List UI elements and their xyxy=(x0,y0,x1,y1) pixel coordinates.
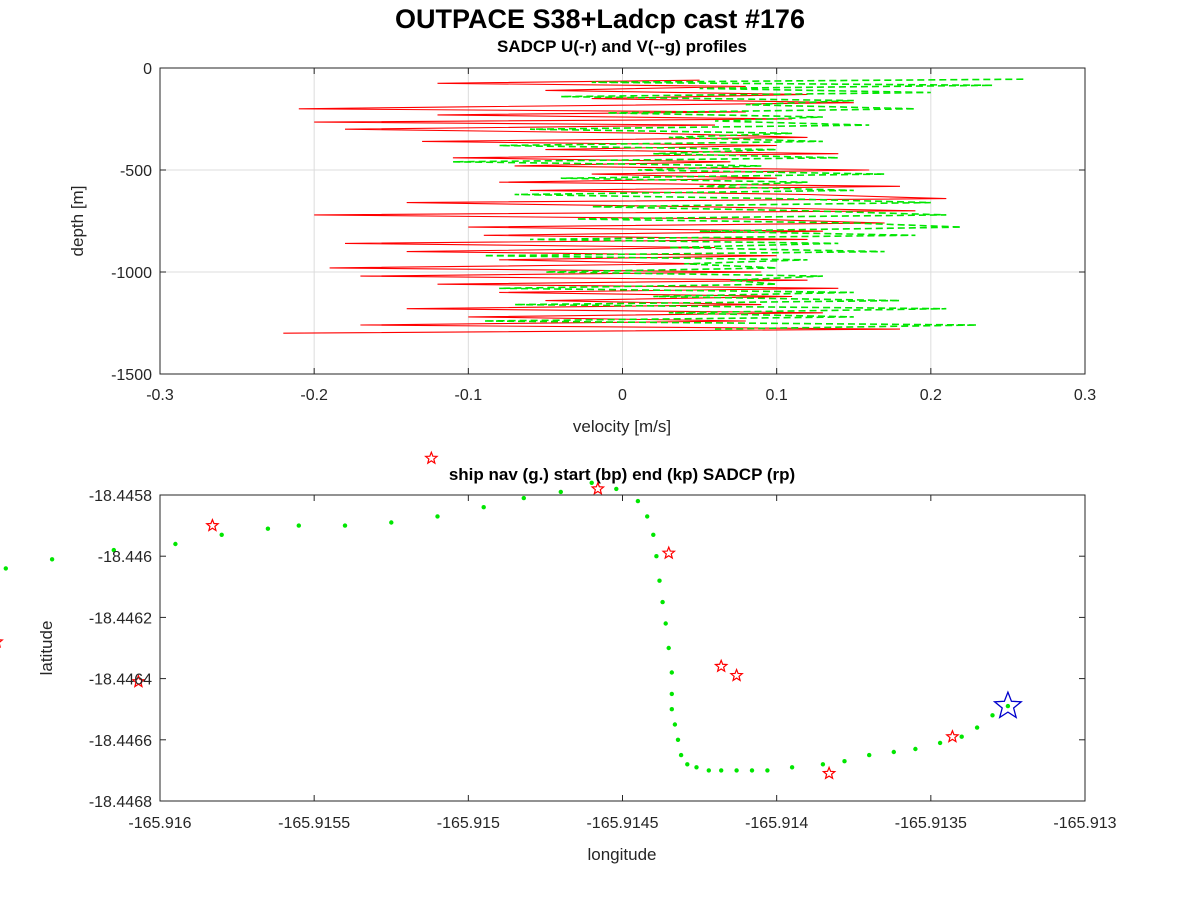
nav-x-tick-label: -165.915 xyxy=(437,815,500,832)
nav-y-tick-label: -18.446 xyxy=(98,549,152,566)
profile-ticks: -0.3 -0.2 -0.1 0 0.1 0.2 0.3 0 -500 -1000 -1500 xyxy=(111,61,1096,404)
nav-point xyxy=(685,762,690,767)
nav-point xyxy=(654,554,659,559)
navigation-xlabel: longitude xyxy=(587,845,656,864)
profile-axes: SADCP U(-r) and V(--g) profiles -0.3 -0.2… xyxy=(68,37,1096,436)
nav-point xyxy=(660,599,665,605)
nav-x-tick-label: -165.916 xyxy=(128,815,191,832)
profile-y-tick-label: -500 xyxy=(120,163,152,180)
nav-point xyxy=(694,765,699,770)
nav-y-tick-label: -18.4466 xyxy=(89,733,152,750)
nav-point xyxy=(867,752,872,758)
profile-axes-title: SADCP U(-r) and V(--g) profiles xyxy=(497,37,747,56)
nav-point xyxy=(891,749,896,755)
profile-series xyxy=(283,78,1024,334)
nav-point xyxy=(265,526,271,531)
nav-y-tick-label: -18.4462 xyxy=(89,610,152,627)
profile-xlabel: velocity [m/s] xyxy=(573,417,671,436)
nav-point xyxy=(111,547,117,553)
nav-point xyxy=(672,722,678,727)
navigation-plot xyxy=(0,450,1023,780)
profile-ylabel: depth [m] xyxy=(68,186,87,257)
nav-point xyxy=(651,532,656,537)
profile-x-tick-label: -0.2 xyxy=(300,387,328,404)
nav-point xyxy=(913,746,918,752)
nav-point xyxy=(521,495,526,501)
nav-point xyxy=(669,670,674,675)
profile-x-tick-label: 0 xyxy=(618,387,627,404)
nav-point xyxy=(435,514,440,519)
sadcp-point xyxy=(131,674,146,688)
navigation-axes-box xyxy=(159,494,1086,802)
navigation-ylabel: latitude xyxy=(37,621,56,676)
profile-y-tick-label: 0 xyxy=(143,61,152,78)
nav-point xyxy=(614,486,619,492)
nav-x-tick-label: -165.914 xyxy=(745,815,808,832)
profile-x-tick-label: 0.3 xyxy=(1074,387,1096,404)
sadcp-point xyxy=(205,517,220,532)
profile-x-tick-label: 0.2 xyxy=(920,387,942,404)
nav-point xyxy=(937,740,943,746)
nav-point xyxy=(990,713,995,718)
navigation-ticks: -165.916 -165.9155 -165.915 -165.9145 -165.9… xyxy=(89,488,1117,832)
profile-y-tick-label: -1000 xyxy=(111,265,152,282)
nav-y-tick-label: -18.4468 xyxy=(89,794,152,811)
nav-point xyxy=(842,759,847,764)
nav-point xyxy=(706,768,711,773)
sadcp-point xyxy=(424,450,439,465)
nav-point xyxy=(49,557,55,562)
sadcp-point xyxy=(821,765,837,780)
nav-point xyxy=(645,514,650,519)
sadcp-point xyxy=(661,545,677,560)
nav-point xyxy=(669,707,674,712)
nav-point xyxy=(389,520,394,525)
nav-x-tick-label: -165.9145 xyxy=(586,815,658,832)
sadcp-point xyxy=(713,658,729,673)
nav-point xyxy=(678,752,684,758)
nav-point xyxy=(675,737,681,742)
sadcp-point xyxy=(945,729,960,743)
nav-y-tick-label: -18.4464 xyxy=(89,672,152,689)
nav-point xyxy=(666,645,671,651)
nav-point xyxy=(719,768,724,773)
nav-point xyxy=(481,505,486,510)
nav-point xyxy=(669,691,674,697)
nav-point xyxy=(1005,703,1011,709)
start-marker xyxy=(992,690,1023,719)
profile-x-tick-label: -0.1 xyxy=(455,387,483,404)
nav-y-tick-label: -18.4458 xyxy=(89,488,152,505)
v-velocity-line xyxy=(452,78,1024,330)
profile-x-tick-label: 0.1 xyxy=(766,387,788,404)
figure-title: OUTPACE S38+Ladcp cast #176 xyxy=(395,4,805,34)
nav-point xyxy=(657,578,662,583)
nav-point xyxy=(734,768,739,773)
sadcp-point xyxy=(590,481,606,496)
nav-point xyxy=(3,566,8,571)
nav-point xyxy=(765,768,770,773)
sadcp-point xyxy=(729,667,744,682)
u-velocity-line xyxy=(283,79,947,334)
nav-point xyxy=(820,762,826,767)
nav-point xyxy=(173,541,178,547)
nav-x-tick-label: -165.9155 xyxy=(278,815,350,832)
profile-y-tick-label: -1500 xyxy=(111,367,152,384)
nav-point xyxy=(589,480,594,485)
nav-x-tick-label: -165.9135 xyxy=(895,815,967,832)
nav-point xyxy=(558,489,563,495)
navigation-axes-title: ship nav (g.) start (bp) end (kp) SADCP … xyxy=(449,465,795,484)
nav-point xyxy=(296,523,301,528)
nav-point xyxy=(749,768,755,773)
nav-point xyxy=(342,523,348,528)
sadcp-point xyxy=(0,639,4,649)
navigation-axes: ship nav (g.) start (bp) end (kp) SADCP … xyxy=(0,450,1117,864)
nav-point xyxy=(959,734,964,739)
nav-point xyxy=(974,725,980,730)
nav-point xyxy=(663,621,668,626)
nav-point xyxy=(219,532,224,537)
nav-point xyxy=(789,765,795,770)
nav-point xyxy=(635,498,641,504)
nav-x-tick-label: -165.913 xyxy=(1053,815,1116,832)
profile-x-tick-label: -0.3 xyxy=(146,387,174,404)
